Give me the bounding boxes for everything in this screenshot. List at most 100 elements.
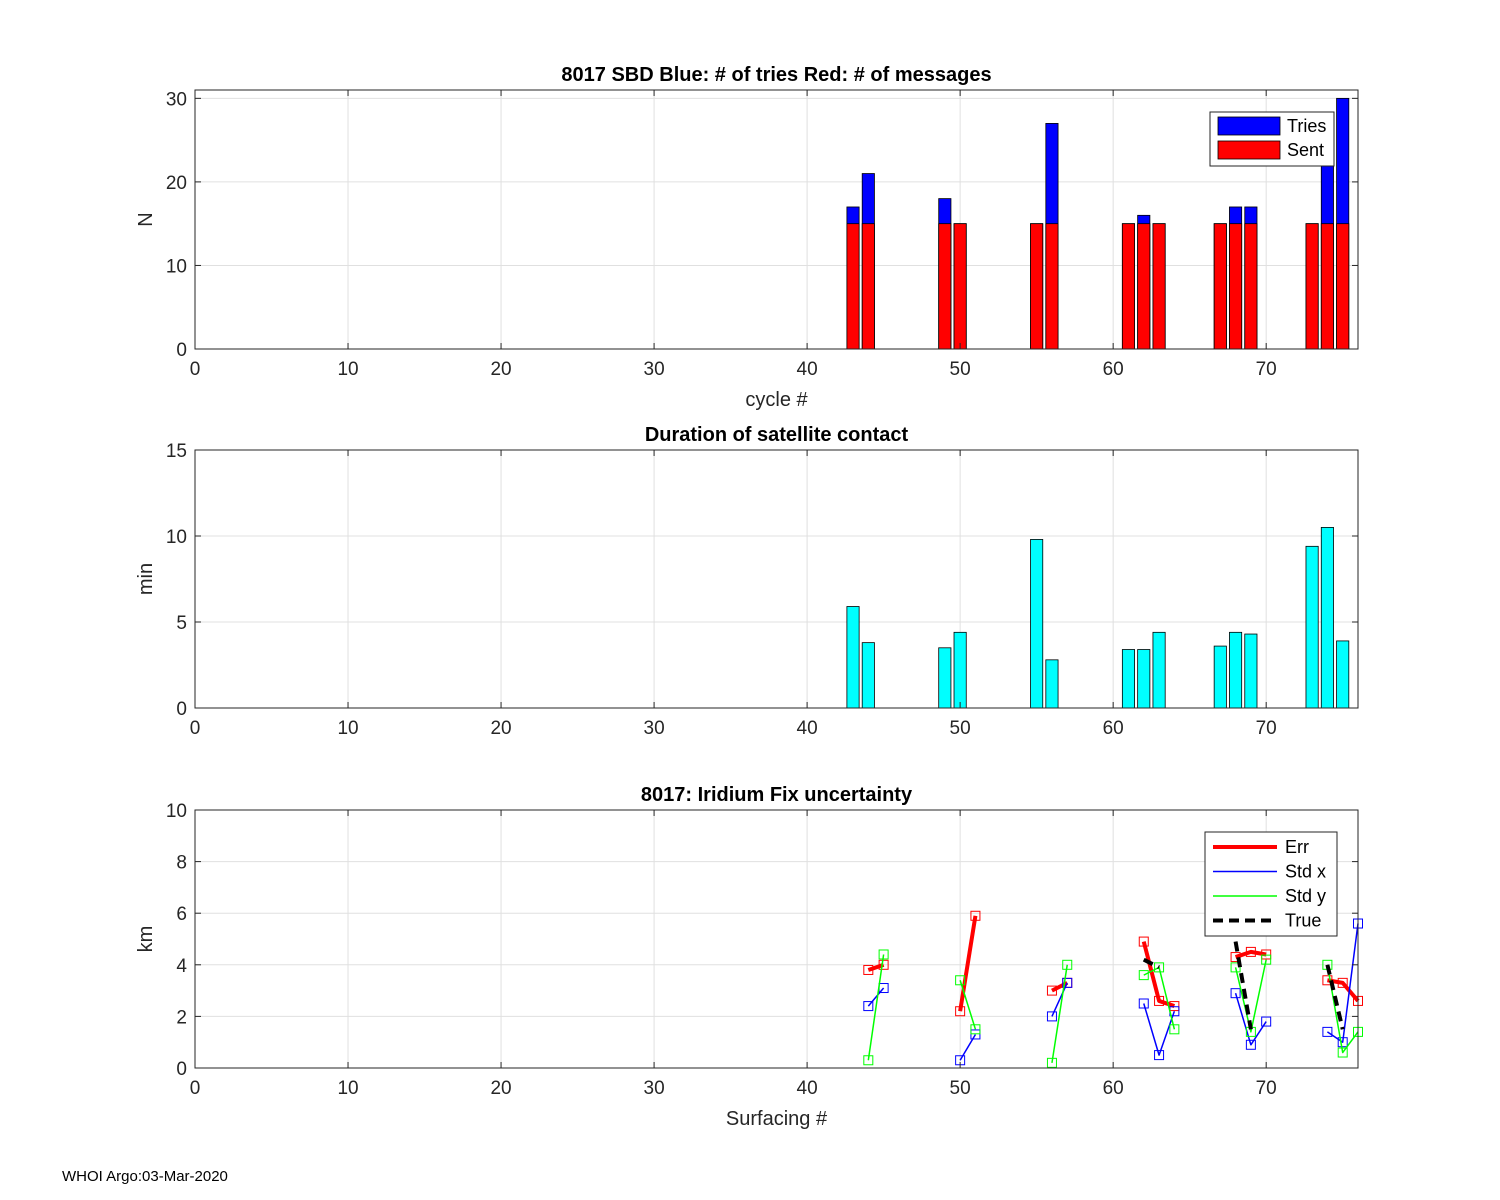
x-tick-label: 0 [190, 359, 201, 380]
y-tick-label: 8 [176, 853, 187, 874]
x-tick-label: 10 [337, 718, 358, 739]
bar-duration [1213, 645, 1227, 709]
y-tick-label: 10 [166, 801, 187, 822]
marker-err [1138, 936, 1149, 947]
legend-label-true: True [1285, 911, 1321, 931]
line-err [1234, 949, 1267, 959]
axes-box [194, 449, 1359, 709]
bar-sent [953, 223, 967, 350]
marker-err [1046, 985, 1057, 996]
x-tick-label: 0 [190, 718, 201, 739]
bar-sent [1320, 223, 1334, 350]
bar-duration [1305, 545, 1319, 709]
bar-duration [1152, 631, 1166, 709]
bar-sent [861, 223, 875, 350]
y-tick-label: 0 [176, 699, 187, 720]
bar-sent [1045, 223, 1059, 350]
marker-std-y [1046, 1057, 1057, 1068]
legend: Tries Sent [1209, 111, 1335, 167]
chart-panel-1: 0 10 20 30 40 50 60 70 0 10 20 30 8017 SBD Blue: # o… [135, 64, 1359, 411]
y-axis-label: km [135, 926, 157, 953]
bar-duration [1121, 649, 1135, 709]
axes-box [194, 89, 1359, 350]
x-tick-label: 50 [950, 1078, 971, 1099]
marker-err [878, 959, 889, 970]
x-tick-label: 70 [1256, 1078, 1277, 1099]
legend: Err Std x Std y True [1204, 831, 1338, 937]
marker-err [1245, 946, 1256, 957]
marker-err [1337, 977, 1348, 988]
marker-err [970, 910, 981, 921]
y-tick-label: 4 [176, 956, 187, 977]
y-tick-label: 0 [176, 1059, 187, 1080]
x-tick-label: 40 [797, 718, 818, 739]
bar-duration [953, 631, 967, 709]
x-tick-label: 0 [190, 1078, 201, 1099]
marker-std-y [1337, 1047, 1348, 1058]
line-std-x [1051, 982, 1068, 1017]
marker-std-y [1261, 954, 1272, 965]
y-tick-label: 2 [176, 1007, 187, 1028]
x-tick-label: 70 [1256, 718, 1277, 739]
marker-std-y [970, 1024, 981, 1035]
legend-swatch-sent [1217, 140, 1281, 160]
line-std-x [1326, 923, 1359, 1043]
y-tick-label: 10 [166, 256, 187, 277]
legend-label-std-y: Std y [1285, 886, 1326, 906]
x-tick-label: 70 [1256, 359, 1277, 380]
y-axis-label: min [135, 563, 157, 595]
chart-title: Duration of satellite contact [645, 424, 909, 446]
x-tick-label: 30 [644, 1078, 665, 1099]
bar-duration [938, 647, 952, 709]
bar-duration [846, 606, 860, 709]
x-tick-label: 20 [490, 718, 511, 739]
line-std-y [867, 954, 885, 1061]
x-tick-label: 50 [950, 718, 971, 739]
marker-std-x [1046, 1011, 1057, 1022]
x-tick-label: 20 [490, 1078, 511, 1099]
y-tick-label: 5 [176, 613, 187, 634]
marker-std-y [878, 949, 889, 960]
marker-err [1154, 995, 1165, 1006]
line-err [958, 915, 978, 1012]
bar-sent [1244, 223, 1258, 350]
bar-duration [1244, 633, 1258, 709]
bar-duration [1045, 659, 1059, 709]
line-true [1142, 957, 1160, 970]
marker-err [1169, 1001, 1180, 1012]
marker-std-x [1261, 1016, 1272, 1027]
x-tick-label: 40 [797, 1078, 818, 1099]
marker-std-x [1230, 988, 1241, 999]
bar-sent [1336, 223, 1350, 350]
legend-label-err: Err [1285, 837, 1309, 857]
marker-std-y [1154, 962, 1165, 973]
bar-sent [1152, 223, 1166, 350]
bar-sent [1137, 223, 1151, 350]
legend-swatch-tries [1217, 116, 1281, 136]
marker-std-y [1230, 962, 1241, 973]
marker-std-y [863, 1055, 874, 1066]
marker-std-x [1245, 1039, 1256, 1050]
marker-std-x [1062, 977, 1073, 988]
marker-err [955, 1006, 966, 1017]
x-tick-label: 50 [950, 359, 971, 380]
bar-sent [846, 223, 860, 350]
line-std-y [1234, 959, 1267, 1033]
marker-std-y [1062, 959, 1073, 970]
marker-std-x [970, 1029, 981, 1040]
bar-duration [1320, 527, 1334, 709]
bar-duration [1030, 539, 1044, 709]
x-tick-label: 40 [797, 359, 818, 380]
plot-area [195, 450, 1358, 708]
y-tick-label: 15 [166, 441, 187, 462]
line-std-x [867, 987, 885, 1007]
bar-sent [1121, 223, 1135, 350]
bar-duration [1137, 649, 1151, 709]
bar-sent [938, 223, 952, 350]
y-tick-label: 30 [166, 89, 187, 110]
marker-err [863, 964, 874, 975]
legend-label-std-x: Std x [1285, 862, 1326, 882]
legend-label-sent: Sent [1287, 140, 1324, 160]
x-tick-label: 30 [644, 718, 665, 739]
